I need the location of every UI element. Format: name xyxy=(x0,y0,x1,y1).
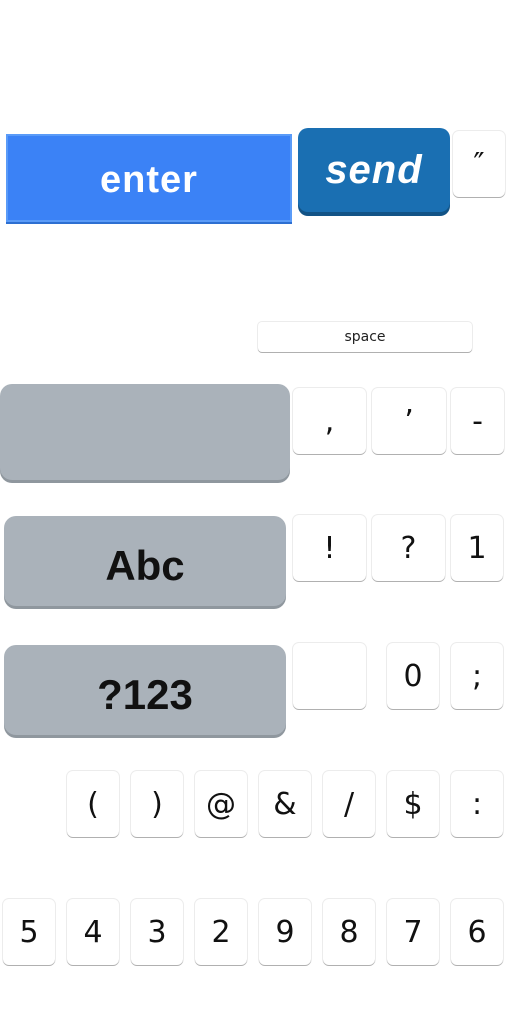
key-dollar[interactable]: $ xyxy=(387,771,439,837)
key-0[interactable]: 0 xyxy=(387,643,439,709)
key-close-paren[interactable]: ) xyxy=(131,771,183,837)
key-label: @ xyxy=(206,786,236,822)
key-blank[interactable] xyxy=(293,643,366,709)
key-apostrophe[interactable]: ’ xyxy=(372,388,446,454)
key-1[interactable]: 1 xyxy=(451,515,503,581)
key-8[interactable]: 8 xyxy=(323,899,375,965)
key-label: , xyxy=(324,403,335,439)
numbers-mode-key[interactable]: ?123 xyxy=(4,645,286,735)
key-label: 5 xyxy=(19,914,39,950)
key-label: & xyxy=(273,786,297,822)
blank-mode-key[interactable] xyxy=(0,384,290,480)
send-button[interactable]: send xyxy=(298,128,450,212)
key-7[interactable]: 7 xyxy=(387,899,439,965)
key-label: $ xyxy=(403,786,423,822)
key-exclamation[interactable]: ! xyxy=(293,515,366,581)
key-colon[interactable]: : xyxy=(451,771,503,837)
key-label: ’ xyxy=(404,403,414,439)
abc-mode-key[interactable]: Abc xyxy=(4,516,286,606)
key-label: 2 xyxy=(211,914,231,950)
key-9[interactable]: 9 xyxy=(259,899,311,965)
key-3[interactable]: 3 xyxy=(131,899,183,965)
key-label: 1 xyxy=(467,530,487,566)
space-label: space xyxy=(344,329,386,345)
key-6[interactable]: 6 xyxy=(451,899,503,965)
key-slash[interactable]: / xyxy=(323,771,375,837)
key-double-prime[interactable]: ″ xyxy=(453,131,505,197)
key-label: : xyxy=(471,786,483,822)
enter-button[interactable]: enter xyxy=(6,134,292,222)
key-label: 9 xyxy=(275,914,295,950)
key-label: 3 xyxy=(147,914,167,950)
numbers-mode-label: ?123 xyxy=(97,671,193,718)
key-semicolon[interactable]: ; xyxy=(451,643,503,709)
enter-label: enter xyxy=(100,158,198,201)
key-at[interactable]: @ xyxy=(195,771,247,837)
key-label: ) xyxy=(151,786,163,822)
key-label: 7 xyxy=(403,914,423,950)
key-question[interactable]: ? xyxy=(372,515,445,581)
key-label: 8 xyxy=(339,914,359,950)
send-label: send xyxy=(325,147,423,192)
key-label: / xyxy=(343,786,355,822)
key-ampersand[interactable]: & xyxy=(259,771,311,837)
key-5[interactable]: 5 xyxy=(3,899,55,965)
key-label: ? xyxy=(400,530,417,566)
key-label: ( xyxy=(87,786,99,822)
key-label: 4 xyxy=(83,914,103,950)
space-key[interactable]: space xyxy=(258,322,472,352)
key-open-paren[interactable]: ( xyxy=(67,771,119,837)
abc-mode-label: Abc xyxy=(105,542,185,589)
key-label: ″ xyxy=(473,146,485,182)
key-label: - xyxy=(472,403,483,439)
key-label: ; xyxy=(471,658,483,694)
key-hyphen[interactable]: - xyxy=(451,388,504,454)
key-label: 0 xyxy=(403,658,423,694)
key-label: ! xyxy=(323,530,336,566)
key-2[interactable]: 2 xyxy=(195,899,247,965)
key-4[interactable]: 4 xyxy=(67,899,119,965)
key-comma[interactable]: , xyxy=(293,388,366,454)
key-label: 6 xyxy=(467,914,487,950)
